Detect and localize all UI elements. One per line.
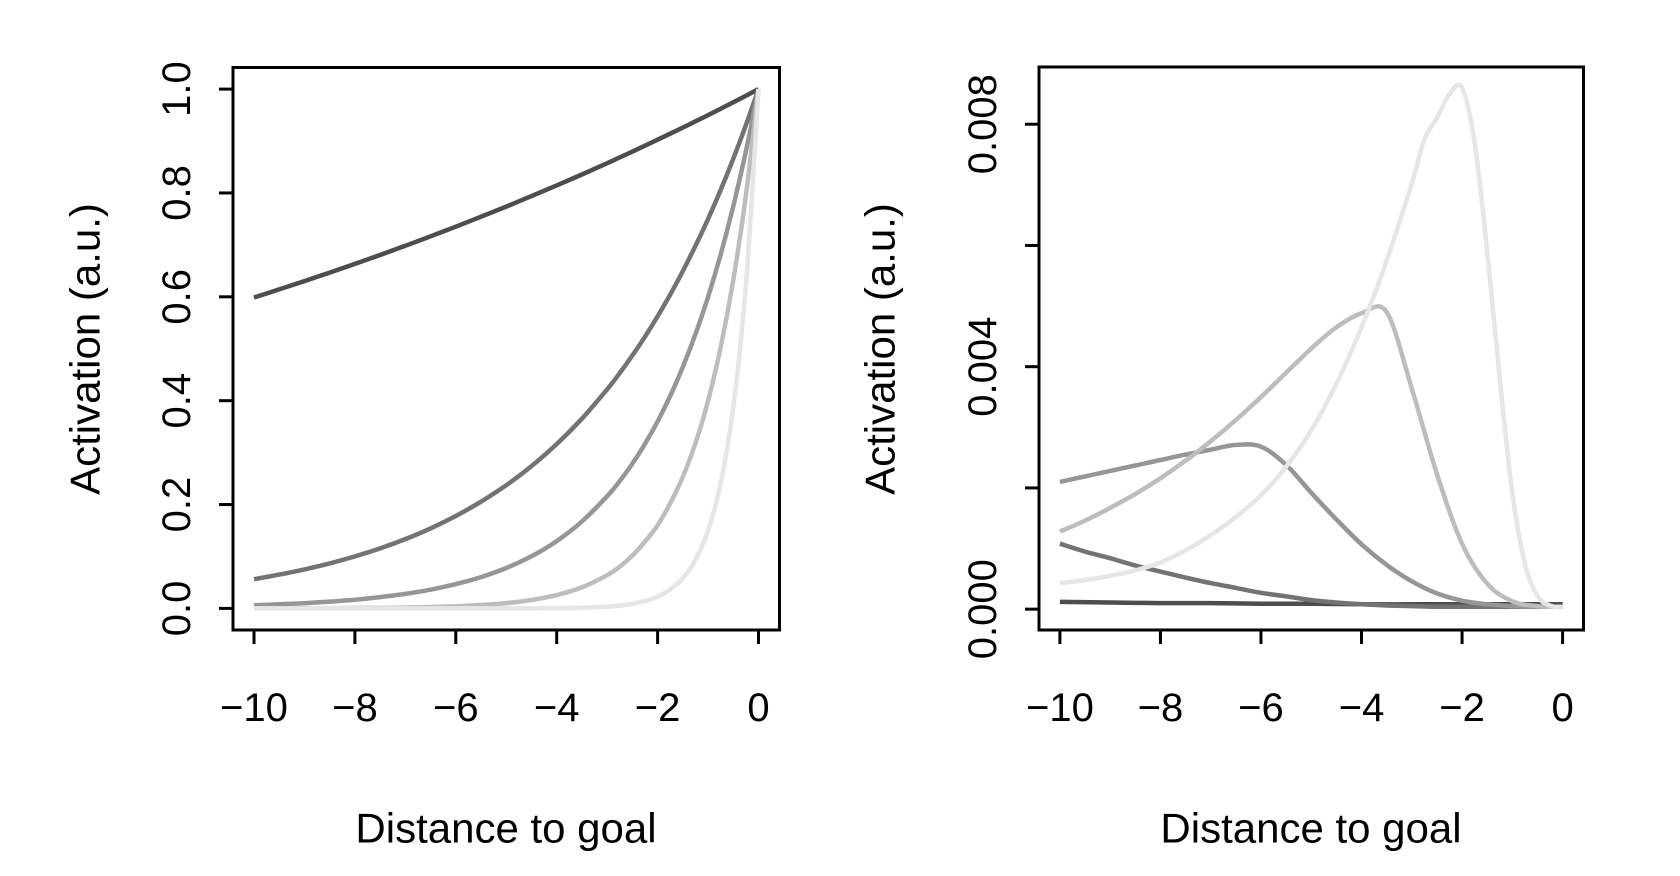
left-y-axis-title: Activation (a.u.)	[62, 203, 109, 495]
left-x-axis-title: Distance to goal	[355, 805, 656, 852]
x-tick-label: −2	[1439, 686, 1485, 730]
plot-box	[1037, 65, 1585, 632]
series-light-curve	[253, 88, 761, 611]
plot-box	[231, 66, 781, 632]
x-tick-label: 0	[747, 686, 769, 730]
x-tick-label: −6	[433, 686, 479, 730]
y-tick-label: 0.000	[961, 559, 1005, 659]
y-tick-label: 0.8	[155, 165, 199, 221]
right-y-axis-title: Activation (a.u.)	[857, 203, 904, 495]
series-lightest-curve	[254, 88, 761, 611]
y-tick-label: 0.004	[961, 317, 1005, 417]
series-light-curve	[1058, 304, 1563, 609]
series-dark-curve	[1059, 541, 1563, 609]
x-tick-label: −10	[1026, 686, 1094, 730]
x-tick-label: −6	[1238, 686, 1284, 730]
left-activation-panel: Distance to goal Activation (a.u.) −10 −8…	[62, 61, 781, 852]
y-tick-label: 0.008	[961, 74, 1005, 174]
y-tick-label: 0.4	[155, 373, 199, 429]
right-x-axis-title: Distance to goal	[1160, 805, 1461, 852]
x-tick-label: −4	[1339, 686, 1385, 730]
x-tick-label: −8	[332, 686, 378, 730]
x-tick-label: −10	[220, 686, 288, 730]
y-tick-label: 0.0	[155, 581, 199, 637]
x-tick-label: −4	[534, 686, 580, 730]
y-tick-label: 0.6	[155, 269, 199, 325]
y-tick-label: 1.0	[155, 61, 199, 117]
right-activation-panel: Distance to goal Activation (a.u.) −10 −8…	[857, 65, 1585, 852]
series-darkest-curve	[253, 87, 760, 300]
y-tick-label: 0.2	[155, 477, 199, 533]
series-lightest-curve	[1059, 82, 1563, 610]
x-tick-label: −2	[635, 686, 681, 730]
x-tick-label: 0	[1551, 686, 1573, 730]
series-medium-curve	[253, 88, 761, 608]
series-medium-curve	[1059, 442, 1563, 609]
series-dark-curve	[253, 88, 761, 582]
x-tick-label: −8	[1138, 686, 1184, 730]
